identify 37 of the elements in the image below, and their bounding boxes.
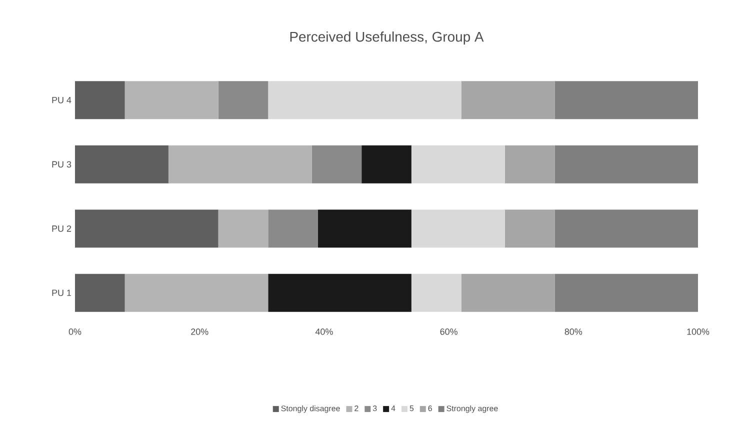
- chart-title: Perceived Usefulness, Group A: [290, 32, 484, 44]
- bar: [168, 145, 312, 184]
- bar: [218, 210, 268, 248]
- bar: [411, 145, 505, 184]
- bar: [75, 210, 218, 248]
- bar: [75, 81, 125, 120]
- y-tick-label: PU 1: [52, 290, 72, 296]
- x-tick-label: 20%: [191, 328, 208, 335]
- bar: [318, 210, 412, 248]
- bar: [75, 274, 125, 312]
- bar: [268, 274, 412, 312]
- y-tick-label: PU 4: [52, 96, 72, 104]
- bar: [312, 145, 362, 184]
- bar: [411, 274, 462, 312]
- bar: [554, 145, 698, 184]
- bar: [461, 81, 555, 120]
- y-tick-label: PU 3: [52, 161, 72, 168]
- x-tick-label: 100%: [687, 328, 710, 335]
- x-tick-label: 60%: [440, 328, 458, 335]
- bar: [461, 274, 555, 312]
- bar: [218, 81, 268, 120]
- bar: [554, 81, 698, 120]
- bar: [504, 145, 555, 184]
- bar: [362, 145, 412, 184]
- bar: [504, 210, 555, 248]
- x-tick-label: 40%: [315, 328, 333, 335]
- bar: [268, 81, 462, 120]
- bar: [554, 210, 698, 248]
- bar: [75, 145, 168, 184]
- x-tick-label: 0%: [68, 328, 82, 335]
- bar: [268, 210, 318, 248]
- bar: [554, 274, 698, 312]
- bar: [411, 210, 505, 248]
- x-tick-label: 80%: [564, 328, 582, 335]
- bar: [124, 274, 268, 312]
- bar: [124, 81, 218, 120]
- y-tick-label: PU 2: [52, 225, 72, 232]
